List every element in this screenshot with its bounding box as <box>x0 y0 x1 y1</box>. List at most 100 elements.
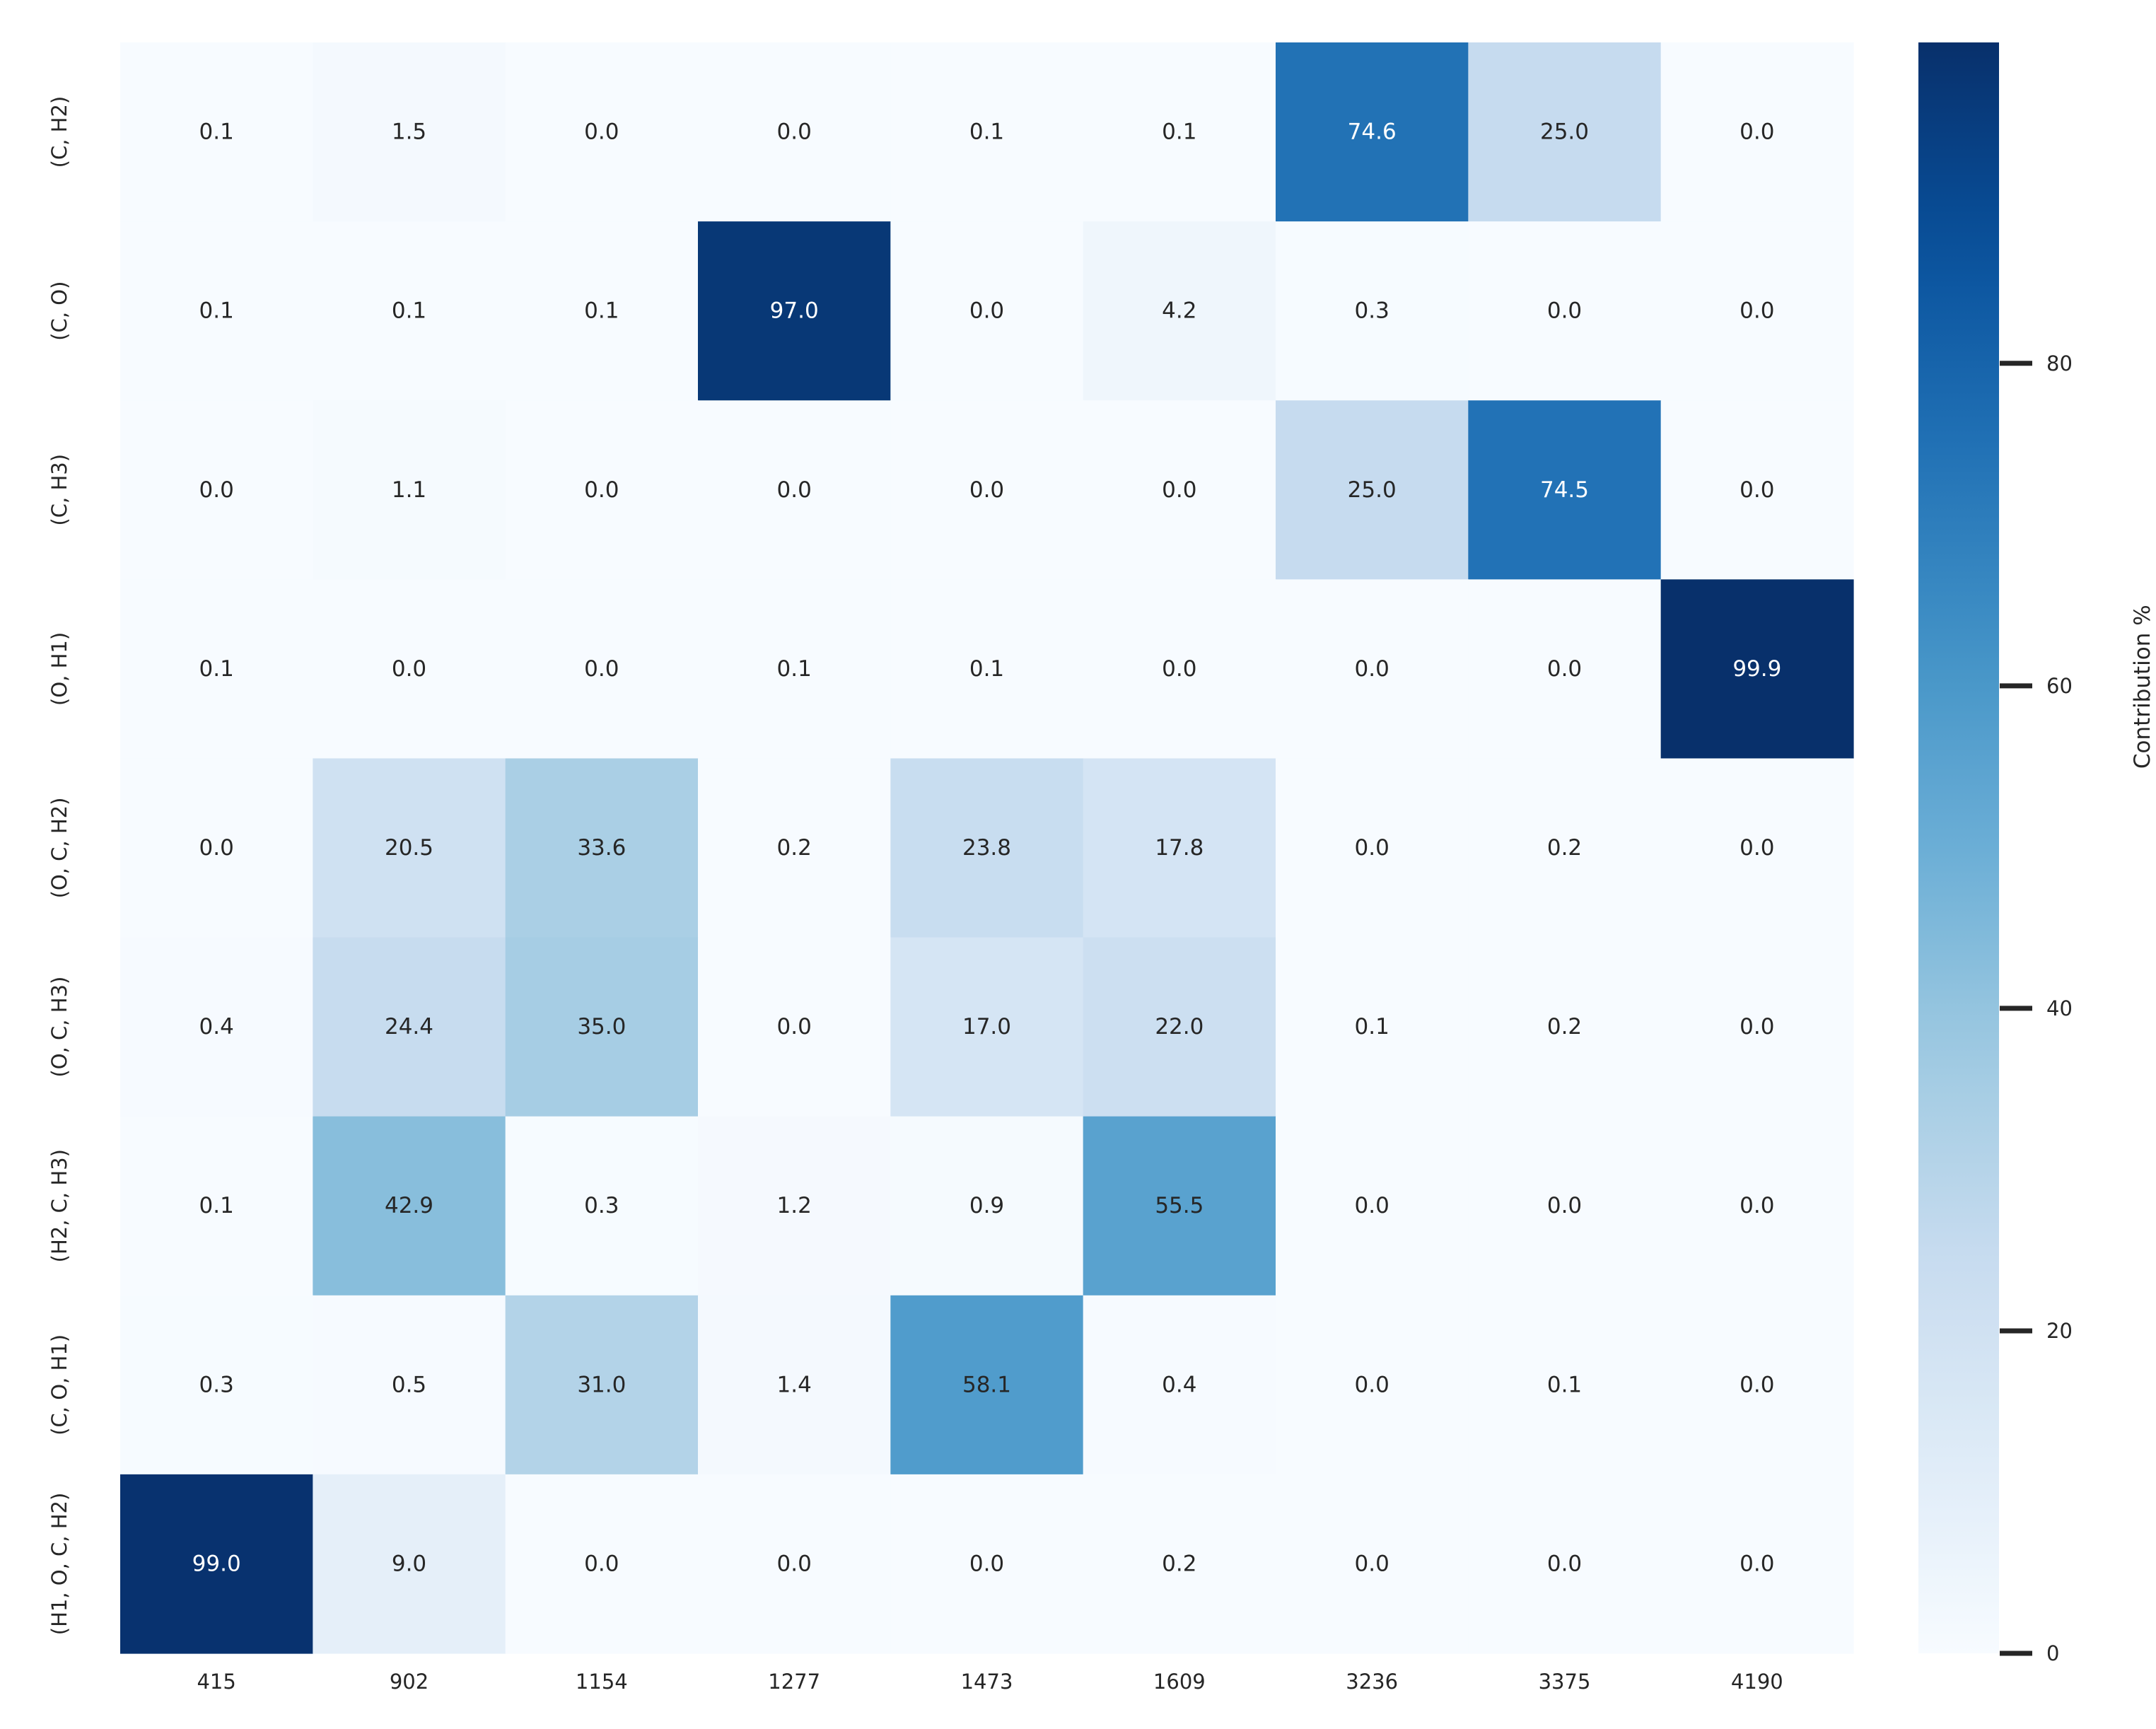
heatmap-cell <box>1083 42 1276 222</box>
cell-value-label: 1.4 <box>777 1372 812 1397</box>
cell-value-label: 25.0 <box>1348 477 1397 503</box>
heatmap-cell <box>890 1116 1084 1296</box>
heatmap-cell <box>1276 579 1469 759</box>
cell-value-label: 0.4 <box>1162 1372 1196 1397</box>
heatmap-cell <box>698 42 891 222</box>
x-tick-label: 415 <box>197 1670 235 1694</box>
cell-value-label: 17.8 <box>1155 835 1204 861</box>
cell-value-label: 0.0 <box>392 656 426 682</box>
heatmap-cell <box>1468 400 1662 580</box>
heatmap-cell <box>505 1295 699 1475</box>
heatmap-cell <box>890 1474 1084 1654</box>
y-tick-label: (O, C, H3) <box>47 977 71 1078</box>
heatmap-cell <box>1083 1295 1276 1475</box>
x-tick-label: 1473 <box>961 1670 1013 1694</box>
cell-value-label: 0.2 <box>1547 835 1582 861</box>
x-tick-label: 3375 <box>1539 1670 1591 1694</box>
y-tick-label: (H1, O, C, H2) <box>47 1493 71 1636</box>
cell-value-label: 0.1 <box>1547 1372 1582 1397</box>
cell-value-label: 97.0 <box>770 298 819 324</box>
colorbar <box>1918 42 1999 1653</box>
heatmap-cell <box>1276 221 1469 401</box>
colorbar-tick-label: 40 <box>2046 996 2073 1020</box>
cell-value-label: 0.0 <box>777 1014 812 1040</box>
cell-value-label: 0.0 <box>777 1551 812 1576</box>
cell-value-label: 0.1 <box>1162 120 1196 145</box>
y-tick-label: (O, H1) <box>47 632 71 706</box>
heatmap-cell <box>890 221 1084 401</box>
cell-value-label: 74.6 <box>1348 120 1397 145</box>
cell-value-label: 0.0 <box>1162 656 1196 682</box>
heatmap-cell <box>1083 1116 1276 1296</box>
heatmap-cell <box>313 42 506 222</box>
cell-value-label: 0.0 <box>584 120 619 145</box>
heatmap-cell <box>1468 579 1662 759</box>
heatmap-cell <box>1660 42 1854 222</box>
colorbar-ticks: 0 20 40 60 80 <box>2000 351 2073 1665</box>
cell-value-label: 0.0 <box>969 1551 1004 1576</box>
heatmap-cell <box>1468 1474 1662 1654</box>
heatmap-cell <box>505 937 699 1117</box>
cell-value-label: 99.0 <box>192 1551 241 1576</box>
heatmap-cell <box>1468 42 1662 222</box>
heatmap-cell <box>698 221 891 401</box>
x-tick-label: 902 <box>390 1670 429 1694</box>
cell-value-label: 0.3 <box>584 1193 619 1218</box>
y-tick-labels: (C, H2) (C, O) (C, H3) (O, H1) (O, C, H2) (O,… <box>47 96 71 1635</box>
cell-value-label: 0.3 <box>199 1372 234 1397</box>
heatmap-cell <box>890 42 1084 222</box>
heatmap-cell <box>890 400 1084 580</box>
cell-value-label: 0.0 <box>969 477 1004 503</box>
cell-value-label: 0.1 <box>777 656 812 682</box>
heatmap-cell <box>1083 579 1276 759</box>
cell-value-label: 0.4 <box>199 1014 234 1040</box>
cell-value-label: 0.0 <box>1740 1014 1774 1040</box>
heatmap-cell <box>313 1295 506 1475</box>
cell-value-label: 0.0 <box>1355 835 1389 861</box>
heatmap-cell <box>1276 937 1469 1117</box>
colorbar-tick-label: 20 <box>2046 1319 2073 1343</box>
cell-value-label: 0.9 <box>969 1193 1004 1218</box>
heatmap-cell <box>698 1116 891 1296</box>
cell-value-label: 0.2 <box>777 835 812 861</box>
heatmap-cell <box>1660 758 1854 938</box>
cell-value-label: 0.0 <box>1740 1551 1774 1576</box>
y-tick-label: (H2, C, H3) <box>47 1149 71 1262</box>
cell-value-label: 1.1 <box>392 477 426 503</box>
y-tick-label: (C, H2) <box>47 96 71 168</box>
heatmap-cell <box>1660 937 1854 1117</box>
heatmap-cells: 0.1 1.5 0.0 0.0 0.1 0.1 74.6 25.0 0.0 0.1 0.1 0.1 97… <box>120 42 1854 1654</box>
cell-value-label: 74.5 <box>1540 477 1589 503</box>
cell-value-label: 0.0 <box>1740 835 1774 861</box>
cell-value-label: 24.4 <box>385 1014 433 1040</box>
heatmap-cell <box>1083 221 1276 401</box>
cell-value-label: 31.0 <box>577 1372 626 1397</box>
heatmap-cell <box>890 937 1084 1117</box>
colorbar-label: Contribution % <box>2130 605 2155 769</box>
heatmap-cell <box>120 400 313 580</box>
cell-value-label: 0.1 <box>199 1193 234 1218</box>
heatmap-cell <box>1276 758 1469 938</box>
cell-value-label: 0.0 <box>1740 120 1774 145</box>
cell-value-label: 4.2 <box>1162 298 1196 324</box>
cell-value-label: 0.1 <box>969 656 1004 682</box>
heatmap-cell <box>1083 400 1276 580</box>
heatmap-cell <box>890 579 1084 759</box>
colorbar-tick-label: 0 <box>2046 1641 2059 1665</box>
cell-value-label: 0.0 <box>199 477 234 503</box>
cell-value-label: 0.0 <box>1740 477 1774 503</box>
heatmap-cell <box>698 579 891 759</box>
heatmap-cell <box>1276 400 1469 580</box>
cell-value-label: 23.8 <box>962 835 1011 861</box>
heatmap-cell <box>505 42 699 222</box>
heatmap-cell <box>698 400 891 580</box>
x-tick-label: 1154 <box>576 1670 628 1694</box>
heatmap-cell <box>1083 1474 1276 1654</box>
heatmap-cell <box>313 1116 506 1296</box>
cell-value-label: 0.1 <box>199 298 234 324</box>
y-tick-label: (O, C, H2) <box>47 798 71 899</box>
cell-value-label: 0.0 <box>777 120 812 145</box>
y-tick-label: (C, O, H1) <box>47 1334 71 1436</box>
cell-value-label: 0.1 <box>1355 1014 1389 1040</box>
cell-value-label: 17.0 <box>962 1014 1011 1040</box>
